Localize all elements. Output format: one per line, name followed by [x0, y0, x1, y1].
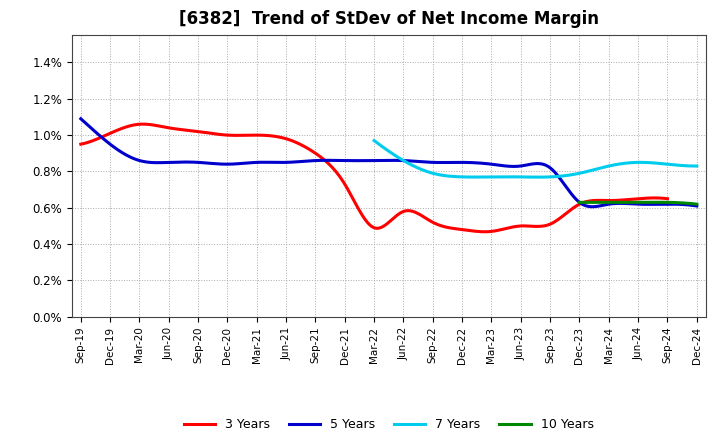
Title: [6382]  Trend of StDev of Net Income Margin: [6382] Trend of StDev of Net Income Marg… — [179, 10, 599, 28]
5 Years — [441, 160, 450, 165]
10 Years — [647, 200, 656, 205]
7 Years — [563, 173, 572, 178]
3 Years — [76, 142, 85, 147]
5 Years — [598, 203, 606, 208]
7 Years — [693, 163, 701, 169]
7 Years — [535, 175, 544, 180]
5 Years — [76, 116, 85, 121]
7 Years — [370, 138, 379, 143]
10 Years — [645, 200, 654, 205]
10 Years — [652, 200, 661, 205]
7 Years — [663, 161, 672, 167]
Legend: 3 Years, 5 Years, 7 Years, 10 Years: 3 Years, 5 Years, 7 Years, 10 Years — [179, 413, 598, 436]
Line: 10 Years: 10 Years — [580, 202, 697, 204]
10 Years — [675, 200, 683, 205]
5 Years — [78, 118, 87, 123]
7 Years — [568, 172, 577, 177]
7 Years — [562, 173, 570, 178]
10 Years — [682, 201, 690, 206]
5 Years — [454, 160, 462, 165]
3 Years — [612, 198, 621, 203]
7 Years — [643, 160, 652, 165]
10 Years — [693, 202, 701, 207]
5 Years — [588, 204, 596, 209]
10 Years — [575, 200, 584, 205]
5 Years — [444, 160, 452, 165]
3 Years — [78, 141, 87, 147]
7 Years — [371, 139, 379, 144]
3 Years — [426, 218, 434, 224]
10 Years — [644, 200, 653, 205]
3 Years — [139, 121, 148, 127]
3 Years — [663, 196, 672, 202]
3 Years — [481, 229, 490, 235]
10 Years — [575, 200, 584, 205]
3 Years — [428, 219, 436, 224]
3 Years — [438, 224, 446, 229]
Line: 7 Years: 7 Years — [374, 140, 697, 177]
Line: 3 Years: 3 Years — [81, 124, 667, 232]
3 Years — [575, 202, 583, 207]
Line: 5 Years: 5 Years — [81, 119, 697, 207]
5 Years — [637, 202, 646, 207]
5 Years — [693, 203, 701, 209]
